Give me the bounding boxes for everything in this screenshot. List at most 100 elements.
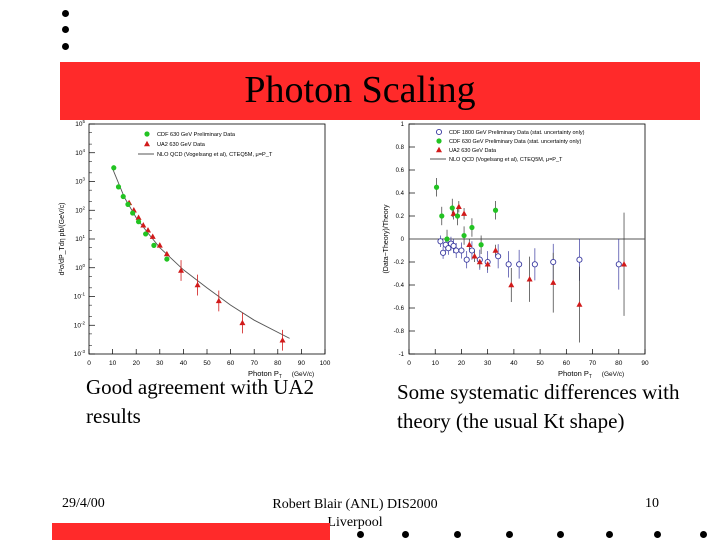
- slide-title: Photon Scaling: [244, 69, 476, 111]
- x-tick-label: 90: [641, 360, 649, 367]
- bullet-dot: [454, 531, 461, 538]
- cdf630-data-point: [115, 184, 122, 190]
- ua2-data-point: [461, 210, 468, 216]
- x-tick-label: 10: [109, 360, 117, 367]
- x-tick-label: 100: [320, 360, 331, 367]
- cdf1800-data-point: [516, 261, 523, 268]
- cdf630-data-point: [492, 207, 499, 213]
- cdf630-data-point: [444, 236, 450, 242]
- cdf630-data-point: [164, 256, 170, 262]
- x-axis-unit: (GeV/c): [602, 371, 624, 378]
- y-tick-label: -0.8: [394, 329, 405, 335]
- y-tick-label: 10-1: [74, 292, 86, 301]
- legend-marker-cdf-630-gev-preliminary-data-stat-uncertainty-only: [436, 138, 442, 144]
- ua2-data-point: [492, 247, 499, 253]
- cdf1800-data-point: [495, 253, 502, 260]
- cdf1800-data-point: [453, 247, 460, 254]
- cdf1800-data-point: [505, 261, 512, 268]
- ua2-data-point: [466, 241, 473, 247]
- cdf630-data-point: [151, 242, 157, 248]
- ua2-data-point: [450, 210, 457, 216]
- x-tick-label: 0: [87, 360, 91, 367]
- x-tick-label: 50: [536, 360, 544, 367]
- ua2-data-point: [526, 276, 533, 282]
- x-tick-label: 40: [510, 360, 518, 367]
- x-tick-label: 10: [432, 360, 440, 367]
- x-tick-label: 30: [484, 360, 492, 367]
- bullet-dot: [62, 26, 69, 33]
- y-tick-label: 104: [75, 148, 85, 157]
- legend-marker-cdf-1800-gev-preliminary-data-stat-uncertainty-only: [435, 128, 443, 136]
- y-tick-label: 100: [75, 263, 85, 272]
- y-tick-label: 10-2: [74, 320, 86, 329]
- cdf630-data-point: [111, 165, 117, 171]
- y-tick-label: 101: [75, 234, 85, 243]
- y-tick-label: 0.4: [396, 191, 405, 197]
- ua2-data-point: [476, 258, 483, 265]
- x-tick-label: 60: [563, 360, 571, 367]
- ua2-data-point: [145, 227, 151, 233]
- bullet-dot: [654, 531, 661, 538]
- cdf1800-data-point: [445, 245, 452, 252]
- legend-marker-cdf-630-gev-preliminary-data: [144, 131, 150, 137]
- cdf1800-data-point: [440, 249, 447, 256]
- x-tick-label: 90: [298, 360, 306, 367]
- cdf1800-data-point: [458, 247, 465, 254]
- cdf630-data-point: [469, 224, 475, 231]
- x-tick-label: 80: [615, 360, 623, 367]
- legend-label: UA2 630 GeV Data: [449, 148, 497, 154]
- cdf1800-data-point: [468, 247, 475, 254]
- legend-label: CDF 1800 GeV Preliminary Data (stat. unc…: [449, 130, 585, 136]
- footer-author: Robert Blair (ANL) DIS2000 Liverpool: [272, 497, 438, 530]
- cdf630-data-point: [143, 231, 149, 237]
- y-tick-label: -1: [399, 352, 405, 358]
- x-axis-unit: (GeV/c): [292, 371, 314, 378]
- cdf630-data-point: [125, 201, 131, 207]
- bullet-dot: [700, 531, 707, 538]
- y-tick-label: -0.2: [394, 260, 405, 266]
- cdf630-data-point: [461, 232, 467, 239]
- x-tick-label: 40: [180, 360, 188, 367]
- cdf1800-data-point: [576, 256, 583, 263]
- ua2-data-point: [471, 253, 478, 259]
- cdf630-data-point: [130, 210, 136, 216]
- cdf1800-data-point: [463, 256, 470, 263]
- bullet-dot: [606, 531, 613, 538]
- cdf630-data-point: [449, 205, 455, 211]
- x-tick-label: 80: [274, 360, 282, 367]
- chart-data-theory-ratio: 0 10 20 30 40 50 60 70 80 90 -1 -0.8 -0.6 -0.4 -0.2 0 0.…: [383, 122, 649, 380]
- cdf630-data-point: [454, 213, 461, 219]
- cdf1800-data-point: [550, 258, 557, 266]
- footer-band: [52, 523, 330, 540]
- bullet-dot: [506, 531, 513, 538]
- cdf630-data-point: [433, 184, 440, 190]
- bullet-dot: [357, 531, 364, 538]
- ua2-data-point: [576, 301, 583, 307]
- x-tick-label: 0: [407, 360, 411, 367]
- y-tick-label: 0.6: [396, 168, 405, 174]
- bullet-dot: [557, 531, 564, 538]
- y-tick-label: 0.8: [396, 145, 405, 151]
- x-axis-label: Photon PT: [248, 369, 282, 380]
- y-tick-label: 0: [401, 237, 405, 243]
- y-axis-label: d²σ/dP_Tdη pb/(GeV/c): [59, 203, 66, 276]
- ua2-data-point: [621, 261, 628, 267]
- legend-label: UA2 630 GeV Data: [157, 142, 206, 148]
- ua2-data-point: [484, 261, 491, 267]
- ua2-data-point: [140, 222, 147, 228]
- legend-label: NLO QCD (Vogelsang et al), CTEQ5M, μ=P_T: [157, 152, 273, 158]
- cdf1800-data-point: [615, 261, 622, 268]
- x-tick-label: 70: [589, 360, 597, 367]
- legend-marker-ua2-630-gev-data: [144, 140, 150, 147]
- x-tick-label: 70: [251, 360, 259, 367]
- ua2-data-point: [163, 250, 170, 257]
- ua2-data-point: [215, 297, 222, 304]
- ua2-data-point: [178, 267, 185, 273]
- ua2-data-point: [550, 279, 557, 285]
- x-tick-label: 30: [156, 360, 164, 367]
- title-band: [60, 62, 700, 120]
- ua2-data-point: [194, 281, 201, 288]
- bullet-dot: [62, 10, 69, 17]
- ua2-data-point: [279, 337, 286, 343]
- y-tick-label: -0.6: [394, 306, 405, 312]
